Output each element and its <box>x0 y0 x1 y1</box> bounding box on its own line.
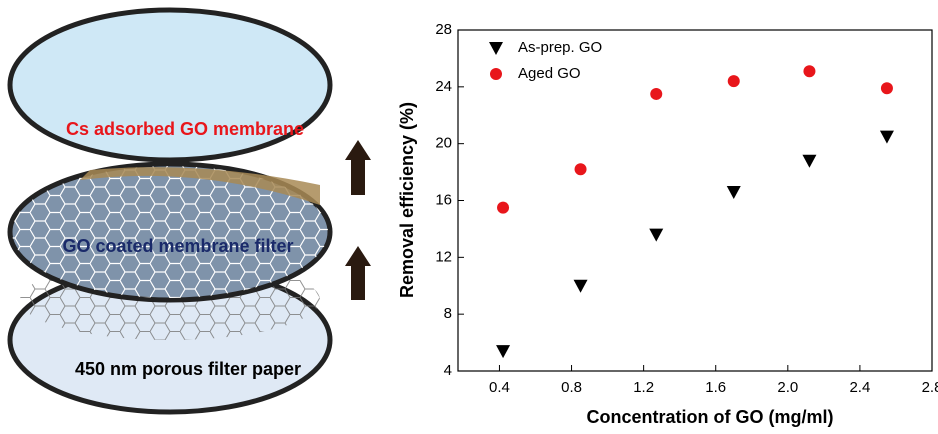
marker <box>497 202 509 214</box>
marker <box>649 229 663 242</box>
legend-label: As-prep. GO <box>518 39 602 56</box>
arrow <box>345 246 371 300</box>
x-tick-label: 2.8 <box>922 379 938 396</box>
x-tick-label: 1.6 <box>705 379 726 396</box>
y-tick-label: 28 <box>435 21 452 38</box>
x-tick-label: 2.0 <box>777 379 798 396</box>
x-tick-label: 0.4 <box>489 379 510 396</box>
y-tick-label: 16 <box>435 191 452 208</box>
diagram: Cs adsorbed GO membrane GO coated membra… <box>10 10 371 412</box>
y-tick-label: 8 <box>444 305 452 322</box>
marker <box>803 65 815 77</box>
marker <box>880 131 894 144</box>
arrow <box>345 140 371 195</box>
marker <box>574 280 588 293</box>
diagram-label: GO coated membrane filter <box>62 236 293 256</box>
x-axis-label: Concentration of GO (mg/ml) <box>587 407 834 427</box>
figure: Cs adsorbed GO membrane GO coated membra… <box>0 0 938 429</box>
marker <box>881 82 893 94</box>
chart: Removal efficiency (%) Concentration of … <box>397 21 938 427</box>
y-tick-label: 4 <box>444 362 452 379</box>
marker <box>650 88 662 100</box>
diagram-label: Cs adsorbed GO membrane <box>66 119 304 139</box>
y-tick-label: 20 <box>435 135 452 152</box>
marker <box>727 186 741 199</box>
marker <box>575 163 587 175</box>
marker <box>802 155 816 168</box>
y-tick-label: 24 <box>435 78 452 95</box>
marker <box>728 75 740 87</box>
legend-label: Aged GO <box>518 65 581 82</box>
x-tick-label: 0.8 <box>561 379 582 396</box>
legend-marker <box>489 42 503 55</box>
y-axis-label: Removal efficiency (%) <box>397 102 417 298</box>
legend-marker <box>490 68 502 80</box>
diagram-label: 450 nm porous filter paper <box>75 359 301 379</box>
x-tick-label: 1.2 <box>633 379 654 396</box>
x-tick-label: 2.4 <box>849 379 870 396</box>
marker <box>496 345 510 358</box>
y-tick-label: 12 <box>435 248 452 265</box>
